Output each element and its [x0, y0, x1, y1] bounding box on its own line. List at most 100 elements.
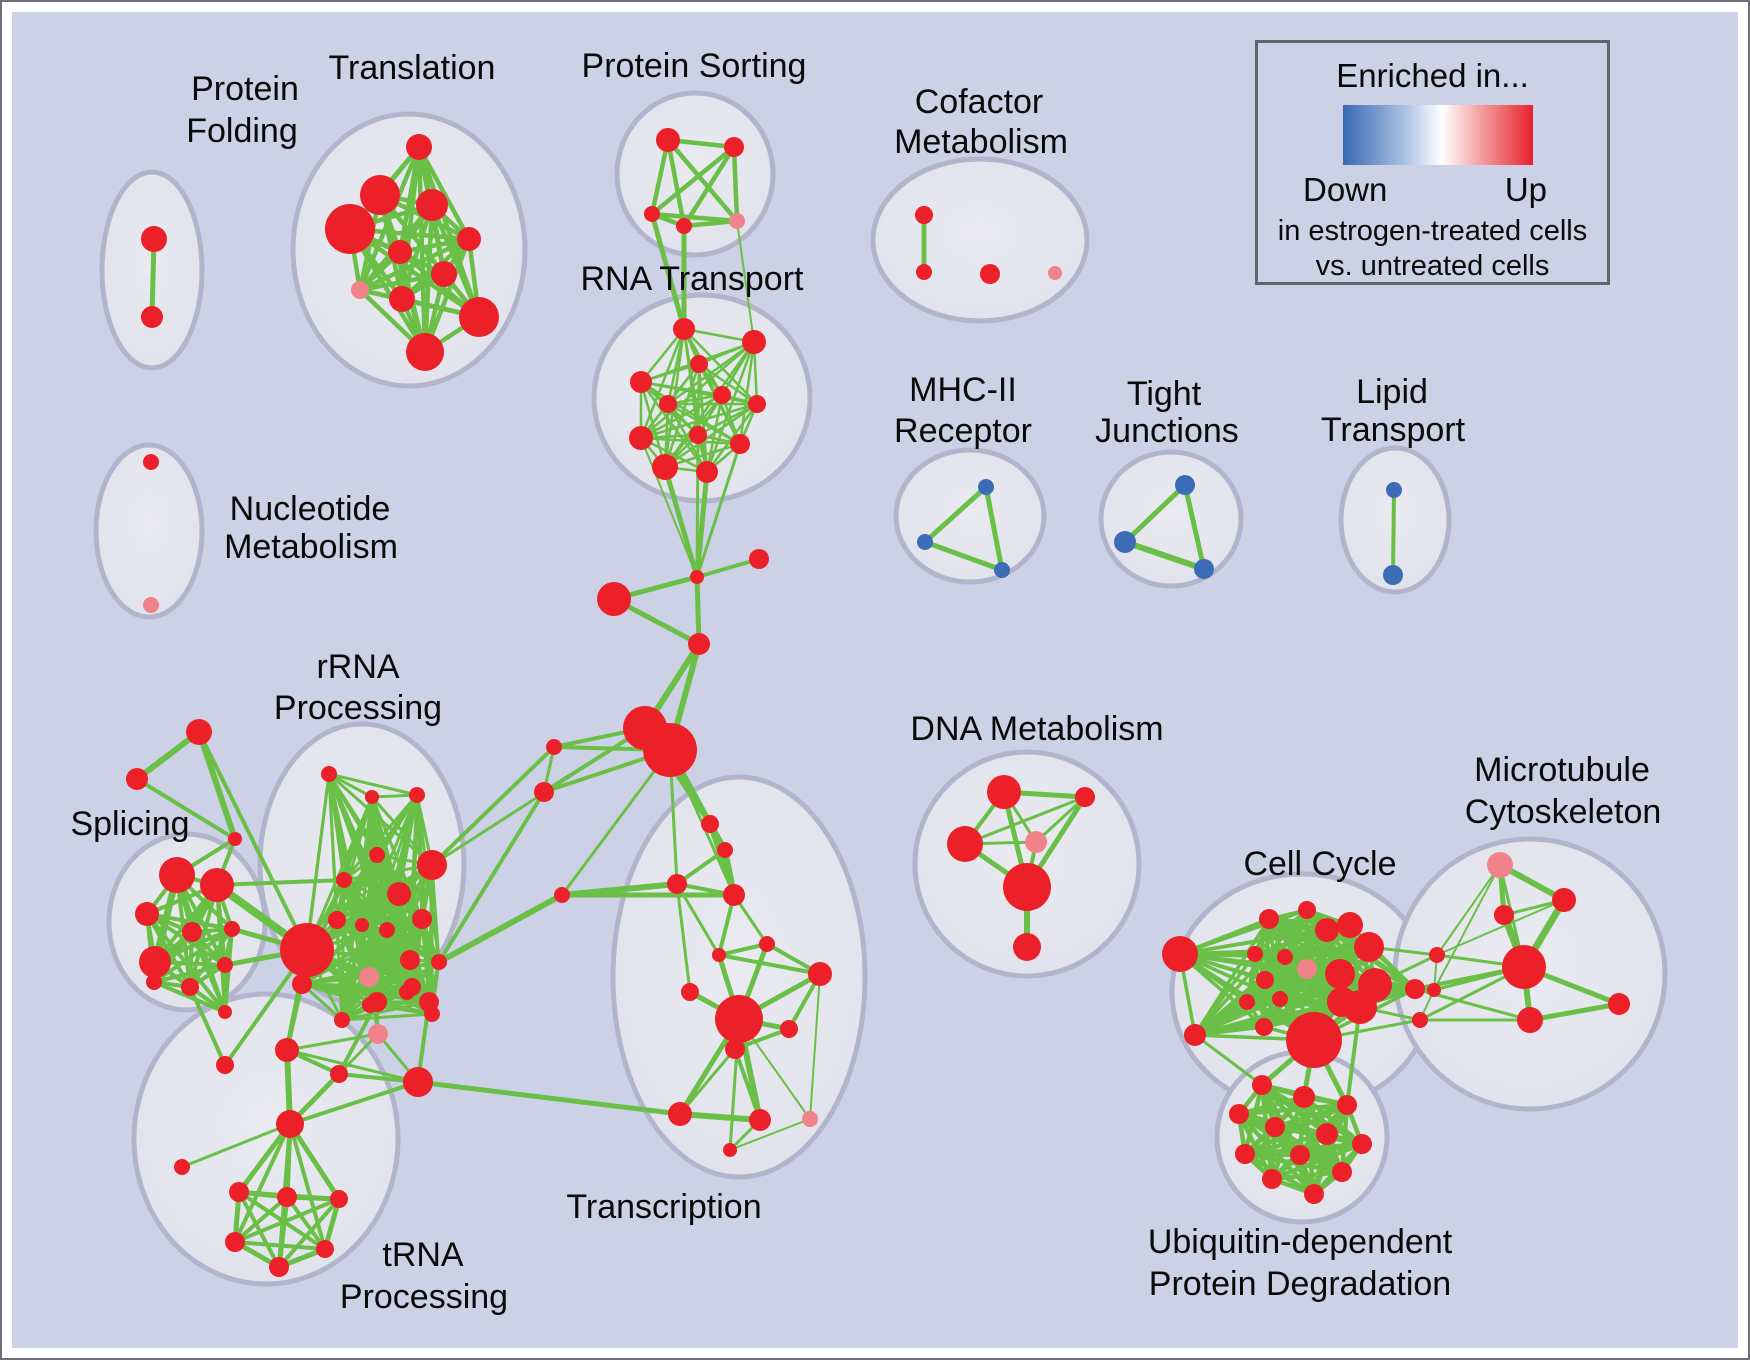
cluster-label-lipid-transport: Lipid	[1356, 373, 1428, 411]
network-edge	[1238, 1102, 1348, 1117]
network-edge	[153, 963, 226, 984]
cluster-label-trna-processing: Processing	[340, 1278, 508, 1316]
network-node-red	[630, 371, 652, 393]
network-edge	[809, 973, 821, 1120]
network-node-red	[1235, 1144, 1255, 1164]
cluster-label-tight-junctions: Tight	[1127, 375, 1202, 413]
network-edge	[705, 341, 756, 473]
network-edge	[718, 942, 768, 957]
cluster-label-nucleotide-metabolism: Nucleotide	[230, 490, 391, 528]
network-node-blue	[1383, 565, 1403, 585]
network-edge	[233, 1123, 292, 1243]
legend-caption-line1: in estrogen-treated cells	[1277, 215, 1588, 247]
network-node-red	[1075, 787, 1095, 807]
network-node-red	[742, 330, 766, 354]
network-edge	[694, 576, 702, 645]
network-node-red	[690, 355, 708, 373]
network-node-red	[1265, 1117, 1285, 1137]
network-node-red	[334, 1012, 350, 1028]
network-node-red	[715, 995, 763, 1043]
network-edge	[149, 238, 157, 318]
network-node-red	[724, 137, 744, 157]
legend-caption-line2: vs. untreated cells	[1315, 250, 1550, 282]
network-node-red	[723, 1143, 737, 1157]
network-edge	[733, 1048, 762, 1121]
network-node-red	[277, 1187, 297, 1207]
network-node-red	[365, 790, 379, 804]
network-edge	[664, 442, 741, 469]
cluster-label-dna-metabolism: DNA Metabolism	[910, 710, 1163, 748]
network-edge	[1436, 864, 1501, 956]
network-node-red	[369, 847, 385, 863]
network-node-red	[1272, 991, 1288, 1007]
network-node-red	[554, 887, 570, 903]
network-edge	[1253, 908, 1309, 956]
network-edge	[696, 557, 760, 579]
network-node-blue	[978, 479, 994, 495]
network-node-red	[749, 1109, 771, 1131]
cluster-label-translation: Translation	[329, 49, 496, 87]
cluster-ellipse-nucleotide-metabolism	[93, 442, 205, 620]
network-node-red	[980, 264, 1000, 284]
network-edge	[417, 145, 471, 241]
network-node-red	[159, 857, 195, 893]
network-node-red	[431, 261, 457, 287]
network-node-red	[146, 974, 162, 990]
network-node-red	[681, 983, 699, 1001]
network-edge	[287, 1122, 342, 1201]
network-node-red	[696, 461, 718, 483]
network-inter-edge	[695, 434, 700, 578]
network-node-red	[412, 909, 432, 929]
network-node-red	[141, 306, 163, 328]
network-edge	[667, 393, 723, 406]
network-inter-edge	[649, 213, 687, 330]
network-inter-edge	[694, 471, 710, 578]
network-edge	[288, 1123, 327, 1250]
network-node-red	[269, 1257, 289, 1277]
network-inter-edge	[430, 745, 556, 867]
network-edge	[301, 917, 423, 986]
network-node-red	[688, 633, 710, 655]
network-inter-edge	[662, 466, 700, 578]
cluster-label-splicing: Splicing	[70, 805, 189, 843]
legend-gradient-bar	[1343, 105, 1533, 165]
network-edge	[697, 402, 758, 437]
network-edge	[964, 795, 1086, 846]
network-node-pink	[802, 1111, 818, 1127]
network-edge	[234, 1197, 340, 1244]
network-node-red	[328, 911, 346, 929]
network-node-pink	[368, 1024, 388, 1044]
network-node-red	[1255, 1018, 1273, 1036]
network-node-red	[336, 872, 352, 888]
cluster-label-rrna-processing: Processing	[274, 689, 442, 727]
cluster-label-cell-cycle: Cell Cycle	[1243, 845, 1396, 883]
network-node-red	[316, 1240, 334, 1258]
cluster-label-microtubule-cytoskeleton: Microtubule	[1474, 751, 1650, 789]
network-node-red	[915, 206, 933, 224]
network-node-red	[406, 134, 432, 160]
network-edge	[188, 927, 234, 989]
network-node-red	[1293, 1086, 1315, 1108]
network-node-red	[723, 884, 745, 906]
network-node-red	[1552, 888, 1576, 912]
network-edge	[639, 328, 686, 439]
network-node-red	[1247, 946, 1263, 962]
network-node-red	[1332, 1162, 1352, 1182]
network-edge	[666, 138, 739, 223]
network-edge	[666, 403, 709, 473]
network-edge	[196, 731, 238, 840]
cluster-label-rrna-processing: rRNA	[316, 648, 399, 686]
network-inter-edge	[417, 1079, 681, 1117]
network-edge	[1436, 899, 1565, 956]
network-edge	[640, 436, 708, 474]
network-edge	[665, 139, 687, 227]
network-node-pink	[1048, 266, 1062, 280]
cluster-ellipse-mhc-ii-receptor	[893, 447, 1047, 585]
network-edge	[718, 953, 821, 976]
network-node-red	[1315, 918, 1339, 942]
network-node-red	[1184, 1024, 1206, 1046]
network-edge	[289, 1080, 419, 1126]
network-node-red	[275, 1038, 299, 1062]
network-edge	[341, 1012, 433, 1022]
